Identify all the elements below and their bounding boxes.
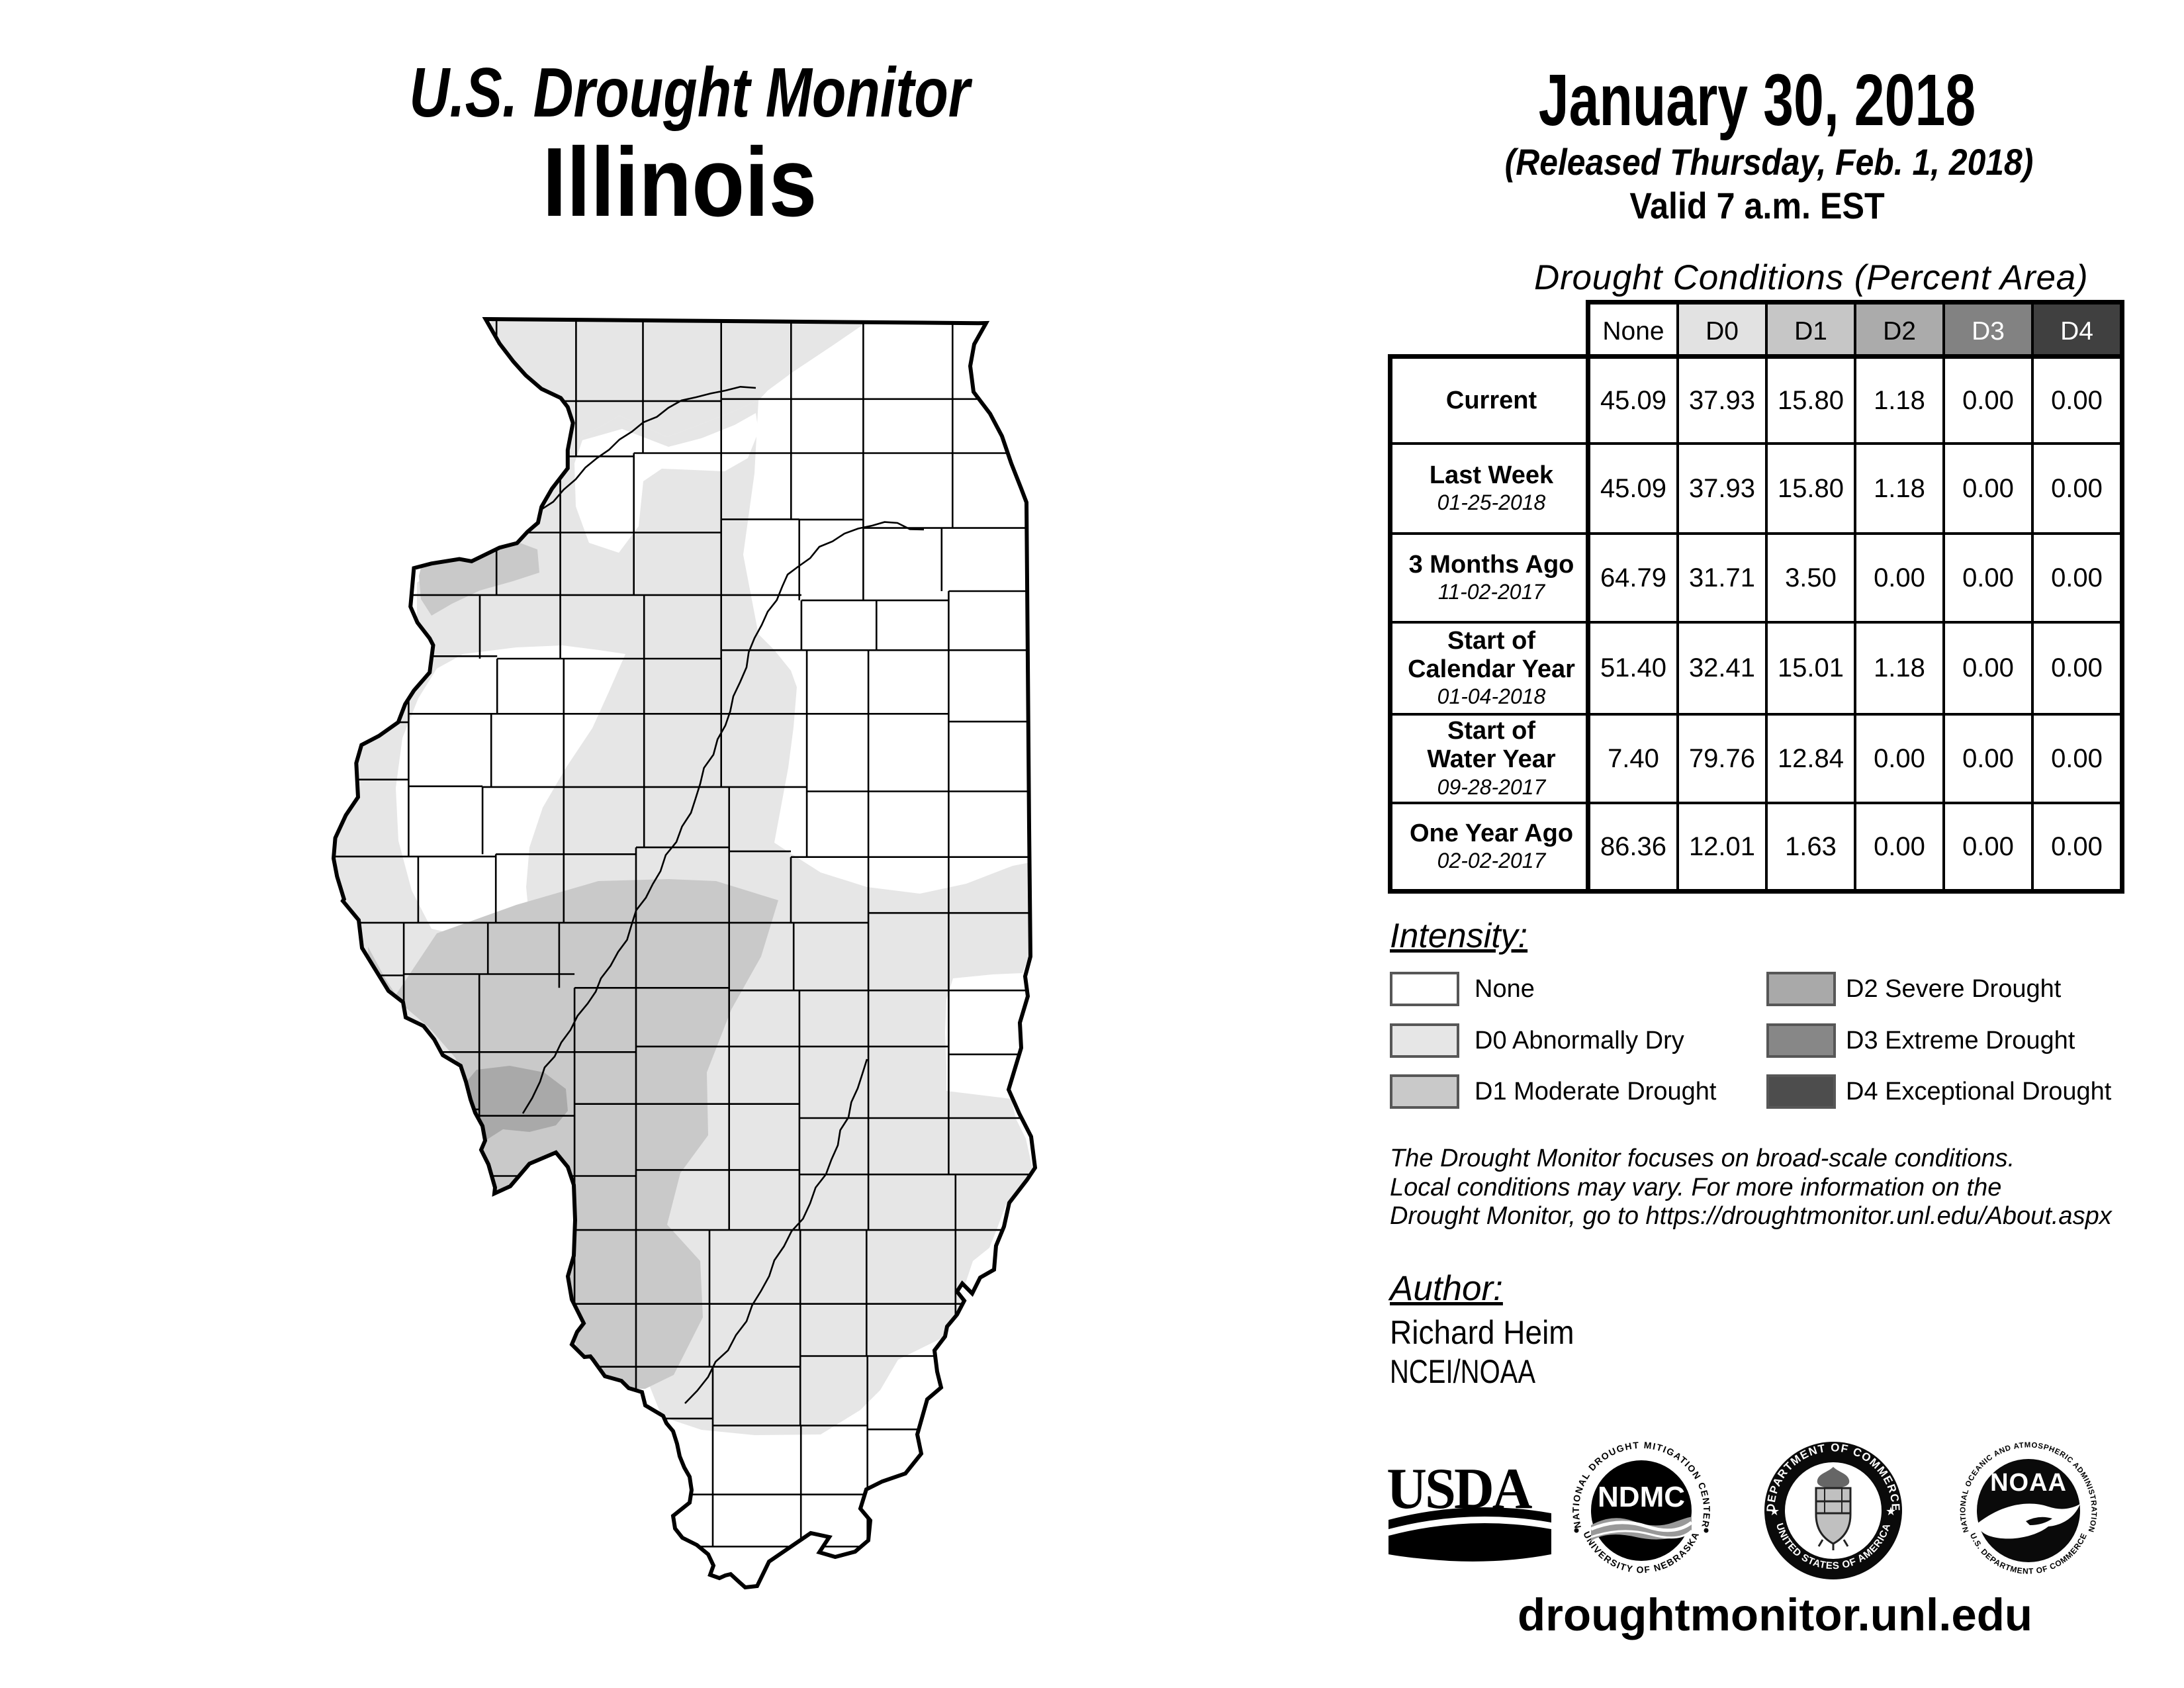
svg-text:NOAA: NOAA — [1990, 1469, 2067, 1497]
svg-text:★: ★ — [1886, 1505, 1896, 1518]
svg-text:★: ★ — [1769, 1505, 1780, 1518]
svg-text:NDMC: NDMC — [1598, 1481, 1685, 1513]
